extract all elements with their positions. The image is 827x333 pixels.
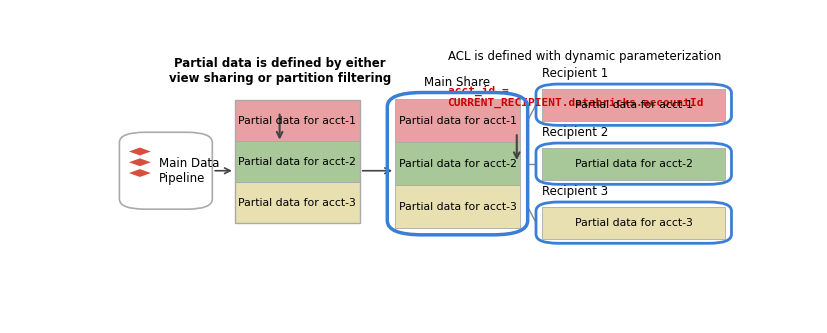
Text: Main Share: Main Share <box>424 76 490 89</box>
Text: Partial data for acct-3: Partial data for acct-3 <box>238 198 356 208</box>
Text: Partial data is defined by either
view sharing or partition filtering: Partial data is defined by either view s… <box>169 57 390 85</box>
Text: Partial data for acct-2: Partial data for acct-2 <box>575 159 693 169</box>
Text: Partial data for acct-1: Partial data for acct-1 <box>399 116 516 126</box>
Text: Recipient 1: Recipient 1 <box>543 67 609 80</box>
Text: Partial data for acct-3: Partial data for acct-3 <box>399 202 516 212</box>
FancyBboxPatch shape <box>536 84 732 125</box>
Text: Partial data for acct-1: Partial data for acct-1 <box>238 116 356 126</box>
FancyBboxPatch shape <box>119 132 213 209</box>
Text: acct_id =
CURRENT_RECIPIENT.databricks.accountId: acct_id = CURRENT_RECIPIENT.databricks.a… <box>447 86 704 108</box>
Bar <box>235 100 360 141</box>
Bar <box>543 148 725 180</box>
Text: Recipient 3: Recipient 3 <box>543 185 609 198</box>
Bar <box>543 89 725 121</box>
FancyBboxPatch shape <box>536 143 732 184</box>
Bar <box>395 99 520 142</box>
Polygon shape <box>127 158 153 167</box>
Text: Partial data for acct-3: Partial data for acct-3 <box>575 218 693 228</box>
Text: ACL is defined with dynamic parameterization: ACL is defined with dynamic parameteriza… <box>447 50 721 63</box>
Bar <box>395 142 520 185</box>
FancyBboxPatch shape <box>536 202 732 243</box>
Bar <box>235 141 360 182</box>
Bar <box>235 100 360 223</box>
Text: Main Data
Pipeline: Main Data Pipeline <box>159 157 219 185</box>
Text: Partial data for acct-2: Partial data for acct-2 <box>238 157 356 167</box>
Bar <box>395 185 520 228</box>
Text: Recipient 2: Recipient 2 <box>543 126 609 139</box>
Text: Partial data for acct-2: Partial data for acct-2 <box>399 159 516 169</box>
Bar <box>543 206 725 239</box>
Bar <box>235 182 360 223</box>
Polygon shape <box>127 168 153 177</box>
Text: Partial data for acct-1: Partial data for acct-1 <box>575 100 693 110</box>
Polygon shape <box>127 147 153 156</box>
